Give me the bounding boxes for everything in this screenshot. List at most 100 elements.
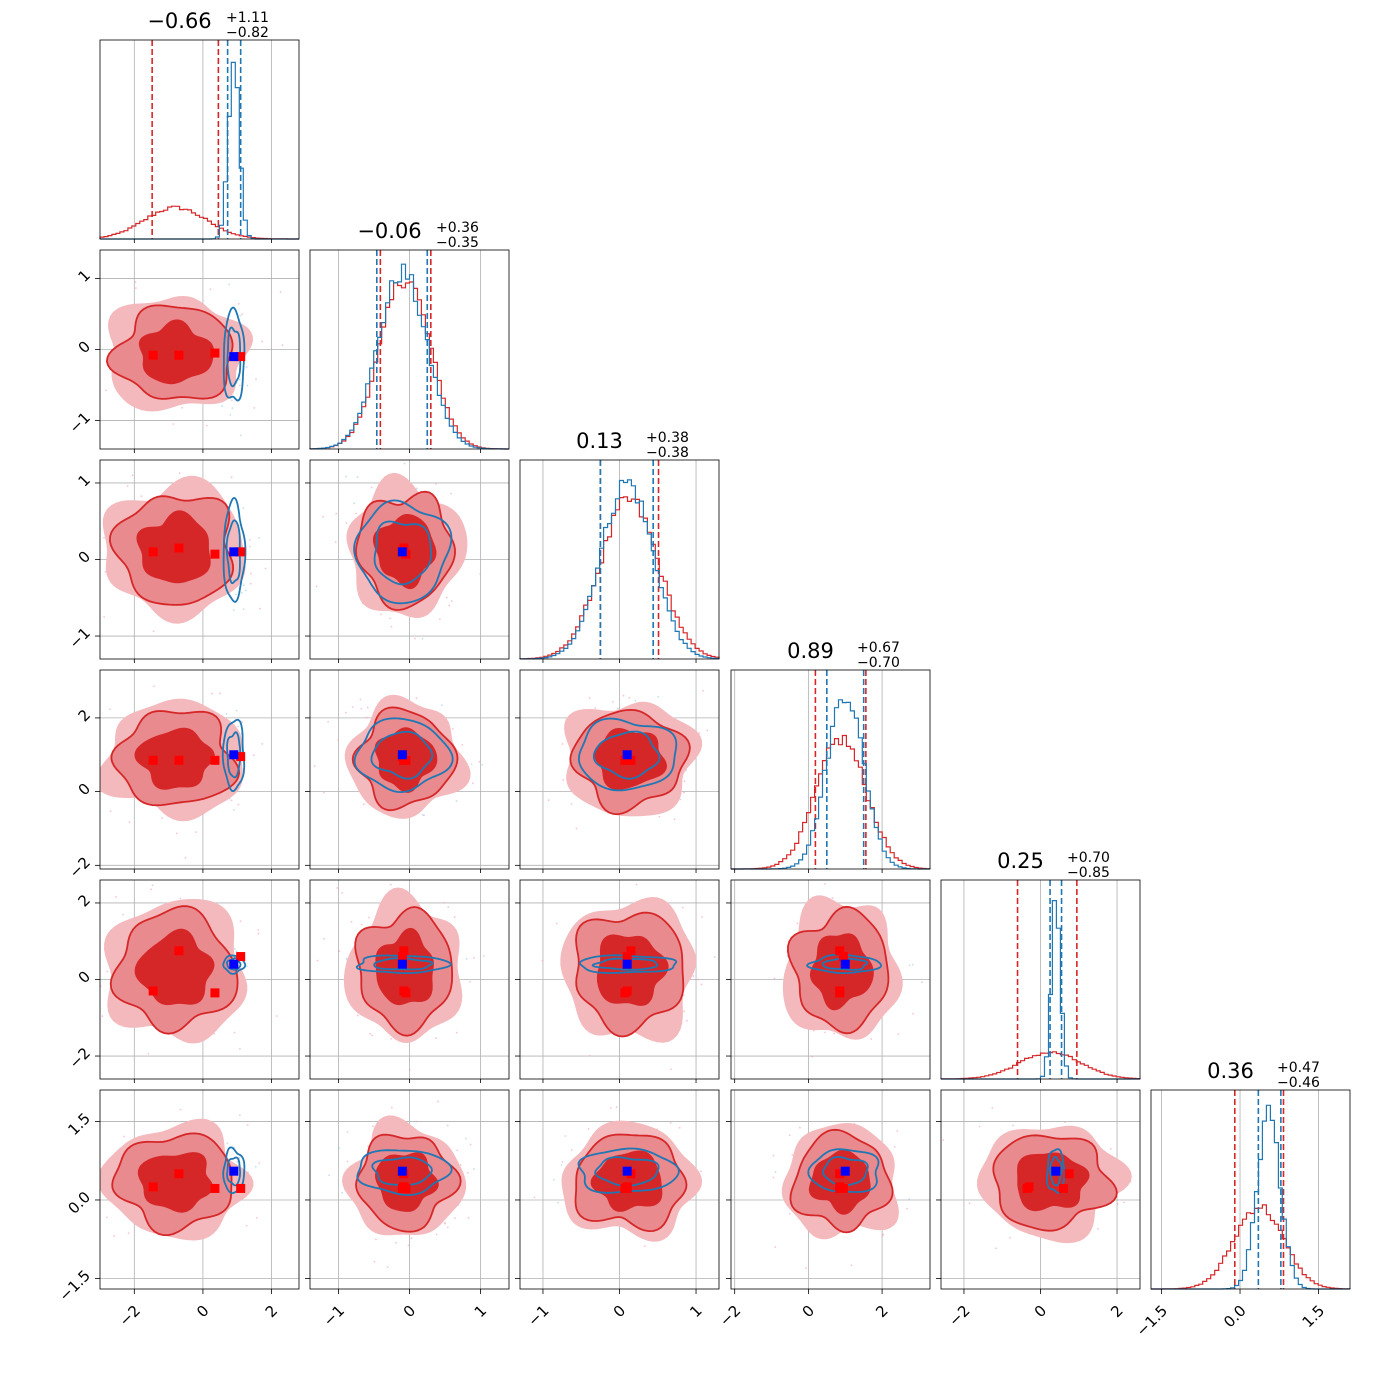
scatter-point	[773, 977, 776, 980]
red-marker	[620, 988, 630, 998]
scatter-point	[322, 515, 324, 518]
scatter-point	[230, 799, 233, 802]
scatter-point	[772, 1176, 775, 1179]
scatter-point	[254, 1165, 257, 1168]
scatter-point	[403, 462, 406, 465]
scatter-point	[105, 1216, 108, 1219]
y-tick-label-row2: 1	[75, 266, 94, 285]
scatter-point	[161, 817, 163, 819]
scatter-point	[335, 512, 338, 515]
scatter-point	[968, 1202, 971, 1205]
red-marker	[838, 1183, 848, 1193]
scatter-point	[470, 763, 473, 766]
scatter-point	[179, 1108, 182, 1111]
x-tick-label-col2: 1	[471, 1302, 490, 1321]
blue-marker	[397, 750, 407, 760]
scatter-point	[225, 241, 227, 243]
scatter-point	[908, 1198, 911, 1201]
blue-marker	[622, 959, 632, 969]
contour-panel-r6-c5	[941, 1090, 1140, 1289]
scatter-point	[562, 779, 565, 781]
scatter-point	[683, 1010, 686, 1013]
blue-contour-1	[821, 957, 869, 971]
red-marker	[236, 1183, 246, 1193]
scatter-point	[360, 707, 363, 710]
blue-marker	[229, 750, 239, 760]
scatter-point	[233, 1031, 236, 1034]
scatter-point	[245, 1224, 248, 1227]
scatter-point	[242, 507, 245, 510]
red-marker	[236, 952, 246, 962]
panel-content	[520, 1090, 719, 1289]
red-marker	[401, 988, 411, 998]
param-title-plus-4: +0.67	[857, 640, 900, 656]
red-contour-3	[809, 933, 874, 1011]
param-title-minus-6: −0.46	[1277, 1075, 1320, 1091]
scatter-point	[258, 537, 260, 539]
scatter-point	[353, 502, 356, 505]
scatter-point	[467, 1216, 470, 1219]
blue-marker	[229, 959, 239, 969]
scatter-point	[448, 604, 451, 607]
scatter-point	[249, 582, 252, 585]
scatter-point	[625, 878, 627, 880]
scatter-point	[897, 1033, 900, 1036]
param-title-plus-6: +0.47	[1277, 1060, 1320, 1076]
scatter-point	[76, 614, 78, 616]
scatter-point	[415, 1120, 418, 1123]
scatter-point	[541, 959, 544, 962]
scatter-point	[473, 1168, 475, 1170]
scatter-point	[371, 1034, 373, 1037]
scatter-point	[942, 1139, 945, 1142]
scatter-point	[127, 1232, 130, 1235]
scatter-point	[609, 1107, 612, 1109]
x-tick-label-col4: 2	[872, 1302, 891, 1321]
scatter-point	[231, 407, 234, 409]
panel-content	[100, 880, 299, 1079]
scatter-point	[239, 1047, 241, 1050]
scatter-point	[242, 608, 245, 611]
red-histogram	[731, 734, 931, 870]
scatter-point	[386, 1266, 389, 1268]
scatter-point	[843, 1076, 845, 1078]
y-tick-label-row3: 1	[75, 471, 94, 490]
y-tick-label-row4: 0	[75, 780, 94, 799]
scatter-point	[446, 1226, 449, 1229]
scatter-point	[140, 495, 143, 498]
scatter-point	[1097, 1227, 1099, 1230]
scatter-point	[588, 1054, 591, 1057]
scatter-point	[238, 384, 241, 387]
scatter-point	[245, 366, 248, 368]
scatter-point	[995, 1247, 998, 1250]
scatter-point	[261, 742, 264, 745]
scatter-point	[828, 1083, 830, 1085]
scatter-point	[359, 698, 362, 701]
blue-histogram	[100, 61, 299, 240]
red-contour-3	[136, 510, 211, 584]
red-marker	[148, 350, 158, 360]
blue-contour-1	[370, 730, 434, 780]
red-marker	[210, 348, 220, 358]
scatter-point	[302, 957, 304, 959]
scatter-point	[257, 932, 260, 935]
param-title-minus-3: −0.38	[646, 445, 689, 461]
scatter-point	[438, 618, 441, 621]
scatter-point	[552, 1178, 555, 1181]
x-tick-label-col5: −2	[945, 1302, 973, 1330]
y-tick-label-row6: 0.0	[64, 1188, 94, 1218]
x-tick-label-col2: −1	[320, 1302, 348, 1330]
scatter-point	[698, 732, 701, 735]
y-tick-label-row5: 2	[75, 891, 94, 910]
scatter-point	[91, 327, 93, 329]
scatter-point	[683, 780, 686, 783]
contour-frame-r4-c1	[99, 669, 300, 870]
scatter-point	[253, 407, 256, 409]
scatter-point	[635, 883, 638, 886]
param-title-1: −0.66	[147, 9, 211, 33]
scatter-point	[334, 456, 336, 458]
scatter-point	[881, 1235, 884, 1237]
red-marker	[210, 755, 220, 765]
x-tick-label-col3: 0	[610, 1302, 629, 1321]
scatter-point	[338, 1147, 340, 1150]
scatter-point	[683, 791, 685, 794]
